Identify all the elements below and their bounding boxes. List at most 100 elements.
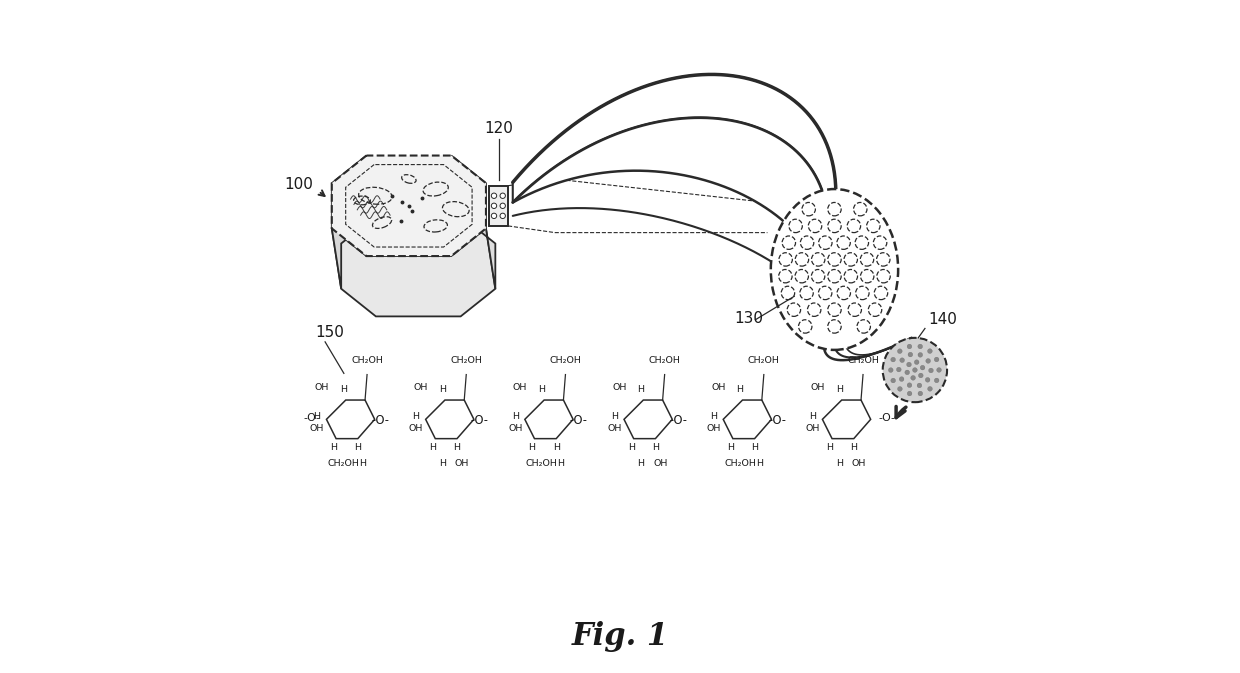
Circle shape bbox=[934, 378, 939, 383]
Text: H: H bbox=[512, 413, 518, 421]
Circle shape bbox=[877, 269, 890, 283]
Text: CH₂OH: CH₂OH bbox=[847, 356, 879, 365]
Circle shape bbox=[828, 253, 841, 266]
Circle shape bbox=[868, 303, 882, 316]
Circle shape bbox=[926, 359, 930, 363]
Text: H: H bbox=[413, 413, 419, 421]
Circle shape bbox=[918, 353, 923, 357]
Circle shape bbox=[828, 269, 841, 283]
Circle shape bbox=[928, 386, 932, 391]
Text: H: H bbox=[727, 444, 734, 452]
Circle shape bbox=[905, 370, 910, 375]
Circle shape bbox=[936, 367, 941, 372]
Circle shape bbox=[800, 236, 813, 250]
Text: OH: OH bbox=[409, 425, 423, 433]
Text: OH: OH bbox=[315, 384, 329, 392]
Polygon shape bbox=[425, 400, 474, 439]
Polygon shape bbox=[332, 228, 495, 316]
Text: H: H bbox=[553, 444, 559, 452]
Text: H: H bbox=[355, 444, 361, 452]
Circle shape bbox=[853, 203, 867, 216]
Text: -O-: -O- bbox=[670, 414, 687, 427]
Text: H: H bbox=[611, 413, 618, 421]
Circle shape bbox=[500, 193, 506, 199]
Circle shape bbox=[861, 253, 874, 266]
Circle shape bbox=[908, 352, 913, 357]
Circle shape bbox=[828, 303, 841, 316]
Text: CH₂OH: CH₂OH bbox=[351, 356, 383, 365]
Text: Fig. 1: Fig. 1 bbox=[572, 621, 668, 652]
Polygon shape bbox=[332, 155, 486, 256]
Text: H: H bbox=[637, 459, 645, 468]
Text: CH₂OH: CH₂OH bbox=[649, 356, 681, 365]
Text: H: H bbox=[558, 459, 564, 468]
Text: H: H bbox=[851, 444, 857, 452]
Text: CH₂OH: CH₂OH bbox=[450, 356, 482, 365]
Circle shape bbox=[920, 365, 925, 370]
Circle shape bbox=[919, 373, 923, 378]
Circle shape bbox=[828, 219, 841, 233]
Text: H: H bbox=[637, 386, 645, 394]
Circle shape bbox=[802, 203, 816, 216]
Circle shape bbox=[491, 213, 497, 219]
Text: H: H bbox=[429, 444, 436, 452]
Text: CH₂OH: CH₂OH bbox=[327, 459, 360, 468]
Text: CH₂OH: CH₂OH bbox=[549, 356, 582, 365]
Circle shape bbox=[877, 253, 890, 266]
Circle shape bbox=[899, 377, 904, 382]
Circle shape bbox=[883, 338, 947, 402]
Ellipse shape bbox=[771, 189, 898, 350]
Text: H: H bbox=[810, 413, 816, 421]
Text: H: H bbox=[836, 386, 843, 394]
Polygon shape bbox=[513, 118, 828, 269]
Circle shape bbox=[908, 391, 911, 396]
Text: -O-: -O- bbox=[570, 414, 588, 427]
Circle shape bbox=[861, 269, 874, 283]
Circle shape bbox=[856, 286, 869, 299]
Text: 140: 140 bbox=[929, 312, 957, 328]
Text: 150: 150 bbox=[316, 324, 345, 339]
Text: OH: OH bbox=[653, 459, 667, 468]
Text: H: H bbox=[330, 444, 337, 452]
Circle shape bbox=[818, 236, 832, 250]
Circle shape bbox=[888, 367, 893, 372]
Polygon shape bbox=[723, 400, 771, 439]
Circle shape bbox=[799, 320, 812, 333]
Circle shape bbox=[918, 391, 923, 396]
Circle shape bbox=[807, 303, 821, 316]
Polygon shape bbox=[332, 155, 376, 289]
Text: -O-: -O- bbox=[471, 414, 489, 427]
Text: H: H bbox=[439, 459, 446, 468]
Text: CH₂OH: CH₂OH bbox=[748, 356, 780, 365]
Text: OH: OH bbox=[608, 425, 621, 433]
Circle shape bbox=[898, 349, 903, 353]
Circle shape bbox=[781, 286, 795, 299]
Circle shape bbox=[795, 253, 808, 266]
Circle shape bbox=[914, 360, 919, 365]
Circle shape bbox=[847, 219, 861, 233]
Text: OH: OH bbox=[712, 384, 725, 392]
Polygon shape bbox=[451, 155, 495, 289]
Circle shape bbox=[856, 236, 868, 250]
Polygon shape bbox=[525, 400, 573, 439]
Text: CH₂OH: CH₂OH bbox=[724, 459, 756, 468]
Text: CH₂OH: CH₂OH bbox=[526, 459, 558, 468]
Text: H: H bbox=[836, 459, 843, 468]
Circle shape bbox=[898, 386, 903, 391]
Text: OH: OH bbox=[806, 425, 820, 433]
Circle shape bbox=[795, 269, 808, 283]
Text: OH: OH bbox=[852, 459, 866, 468]
Circle shape bbox=[782, 236, 796, 250]
Text: 100: 100 bbox=[284, 177, 312, 192]
Circle shape bbox=[491, 193, 497, 199]
Text: 120: 120 bbox=[485, 121, 513, 137]
Circle shape bbox=[818, 286, 832, 299]
FancyBboxPatch shape bbox=[490, 186, 508, 226]
Text: H: H bbox=[360, 459, 366, 468]
Circle shape bbox=[808, 219, 822, 233]
Circle shape bbox=[910, 376, 915, 380]
Polygon shape bbox=[513, 75, 836, 243]
Circle shape bbox=[500, 213, 506, 219]
Circle shape bbox=[837, 236, 851, 250]
Text: OH: OH bbox=[414, 384, 428, 392]
